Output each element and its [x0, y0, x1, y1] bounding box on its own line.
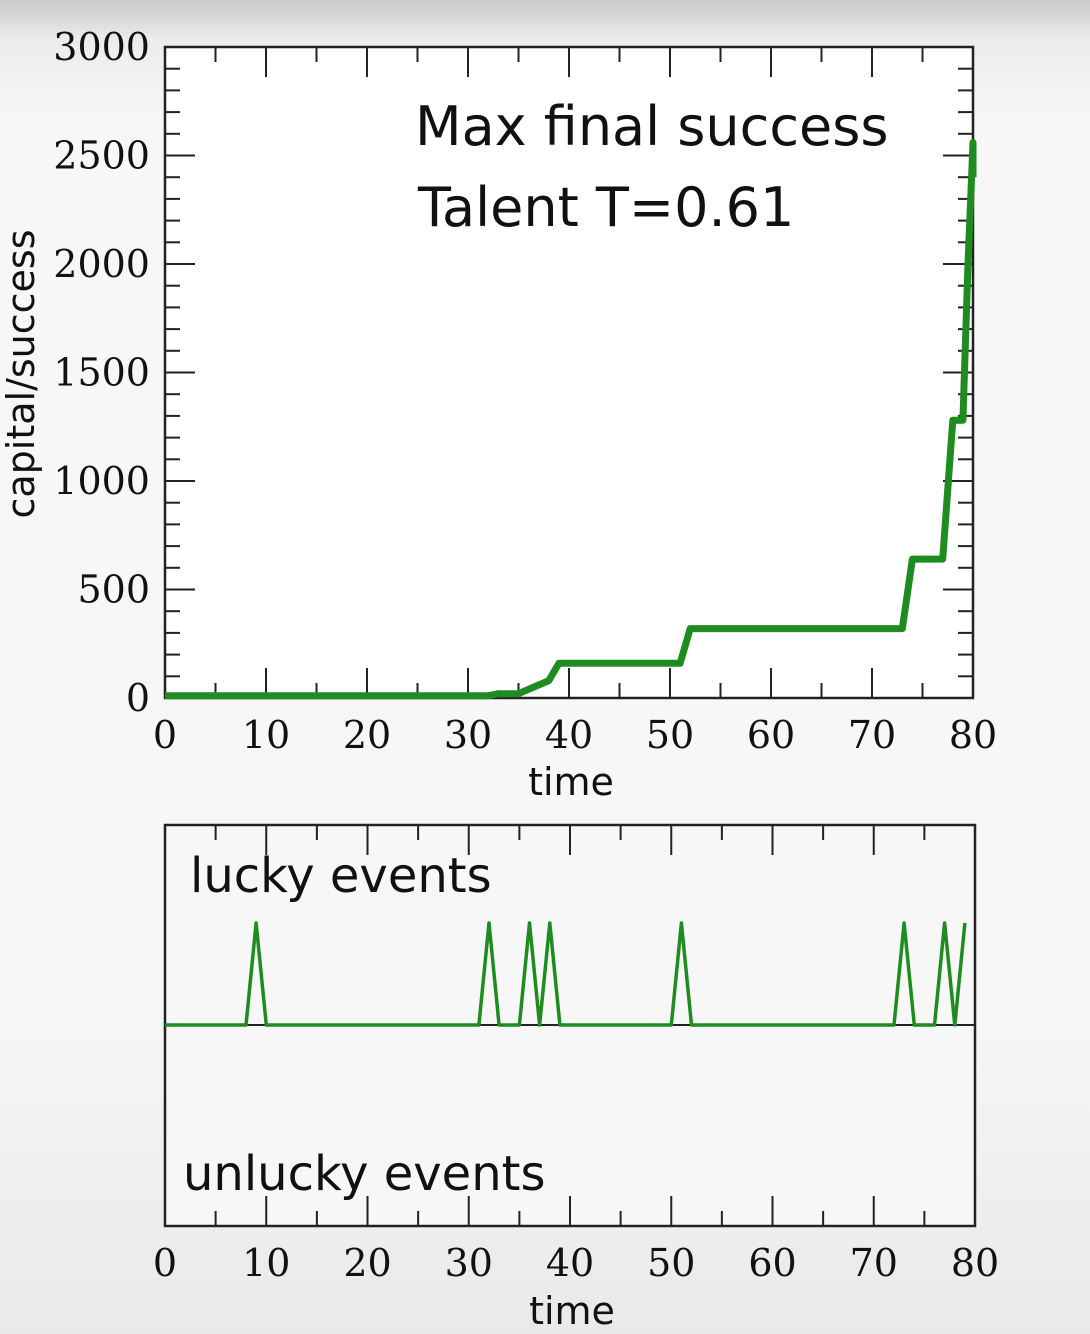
- x-tick-label: 50: [646, 713, 694, 757]
- y-tick-label: 500: [77, 568, 150, 612]
- y-tick-label: 2000: [53, 242, 150, 286]
- x-tick-label: 30: [445, 1241, 493, 1285]
- x-tick-label: 0: [153, 1241, 177, 1285]
- x-tick-label: 70: [850, 1241, 898, 1285]
- x-tick-label: 30: [444, 713, 492, 757]
- x-tick-label: 20: [343, 1241, 391, 1285]
- annotation-unlucky-events: unlucky events: [183, 1146, 545, 1202]
- success-y-axis-label: capital/success: [0, 229, 43, 518]
- y-tick-label: 3000: [53, 25, 150, 69]
- x-tick-label: 10: [242, 1241, 290, 1285]
- annotation-lucky-events: lucky events: [190, 848, 492, 904]
- events-x-axis-label: time: [529, 1289, 615, 1333]
- y-tick-label: 0: [126, 676, 150, 720]
- events-series-line: [165, 921, 967, 1027]
- success-x-tick-labels: 0 10 20 30 40 50 60 70 80: [153, 713, 997, 757]
- x-tick-label: 0: [153, 713, 177, 757]
- x-tick-label: 60: [748, 1241, 796, 1285]
- events-chart: 0 10 20 30 40 50 60 70 80 lucky events unlucky e…: [153, 823, 999, 1333]
- x-tick-label: 80: [951, 1241, 999, 1285]
- success-plot-frame: [163, 45, 975, 700]
- success-chart: 0 10 20 30 40 50 60 70 80 0 500 1000 1500 2000 2500 30…: [0, 25, 997, 804]
- x-tick-label: 80: [949, 713, 997, 757]
- success-y-tick-labels: 0 500 1000 1500 2000 2500 3000: [53, 25, 150, 720]
- success-x-axis-label: time: [528, 760, 614, 804]
- x-tick-label: 10: [242, 713, 290, 757]
- x-tick-label: 70: [848, 713, 896, 757]
- events-x-ticks: [164, 825, 976, 1226]
- x-tick-label: 60: [747, 713, 795, 757]
- annotation-max-final-success: Max final success: [415, 95, 889, 158]
- x-tick-label: 20: [343, 713, 391, 757]
- events-x-tick-labels: 0 10 20 30 40 50 60 70 80: [153, 1241, 999, 1285]
- y-tick-label: 1500: [53, 351, 150, 395]
- x-tick-label: 40: [546, 1241, 594, 1285]
- y-tick-label: 1000: [53, 459, 150, 503]
- x-tick-label: 40: [545, 713, 593, 757]
- annotation-talent: Talent T=0.61: [417, 176, 794, 239]
- success-series-line: [165, 139, 977, 700]
- y-tick-label: 2500: [53, 134, 150, 178]
- x-tick-label: 50: [647, 1241, 695, 1285]
